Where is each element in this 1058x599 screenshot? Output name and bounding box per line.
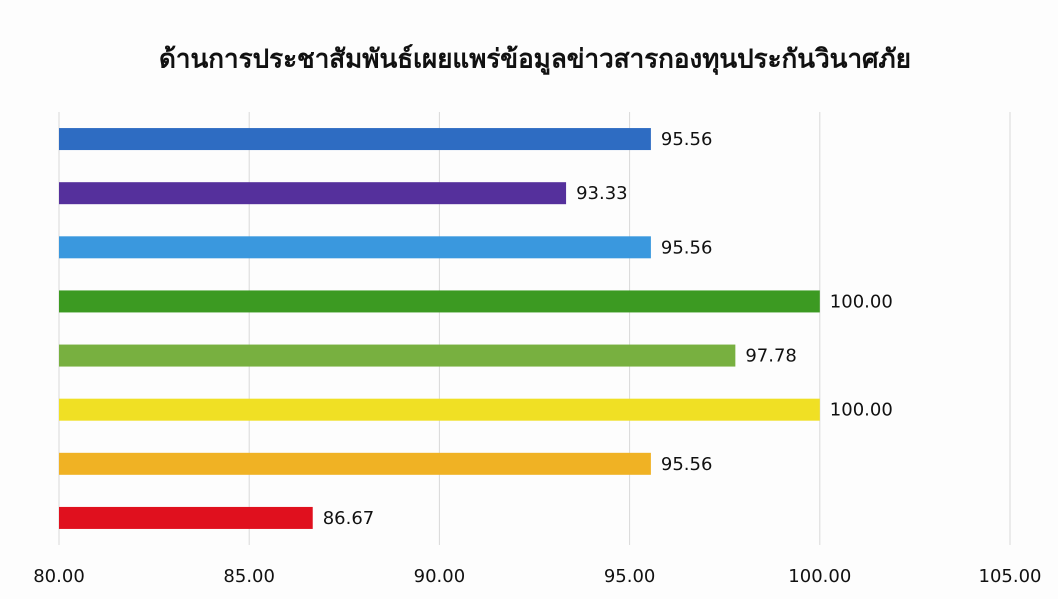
value-label: 86.67: [323, 508, 375, 529]
value-label: 100.00: [830, 291, 893, 312]
bar: [59, 398, 820, 421]
value-label: 93.33: [576, 183, 628, 204]
x-tick-label: 100.00: [788, 566, 851, 587]
bar: [59, 182, 567, 205]
value-label: 97.78: [745, 346, 797, 367]
x-tick-label: 85.00: [223, 566, 275, 587]
bar: [59, 344, 736, 367]
bar: [59, 506, 313, 529]
chart-title: ด้านการประชาสัมพันธ์เผยแพร่ข้อมูลข่าวสาร…: [159, 44, 911, 76]
bar: [59, 236, 651, 259]
bar: [59, 452, 651, 475]
value-label: 100.00: [830, 400, 893, 421]
x-tick-label: 80.00: [33, 566, 85, 587]
x-tick-label: 95.00: [604, 566, 656, 587]
bar: [59, 128, 651, 151]
bar: [59, 290, 820, 313]
value-label: 95.56: [661, 454, 713, 475]
x-tick-label: 105.00: [979, 566, 1042, 587]
value-label: 95.56: [661, 237, 713, 258]
x-tick-label: 90.00: [414, 566, 466, 587]
value-label: 95.56: [661, 129, 713, 150]
